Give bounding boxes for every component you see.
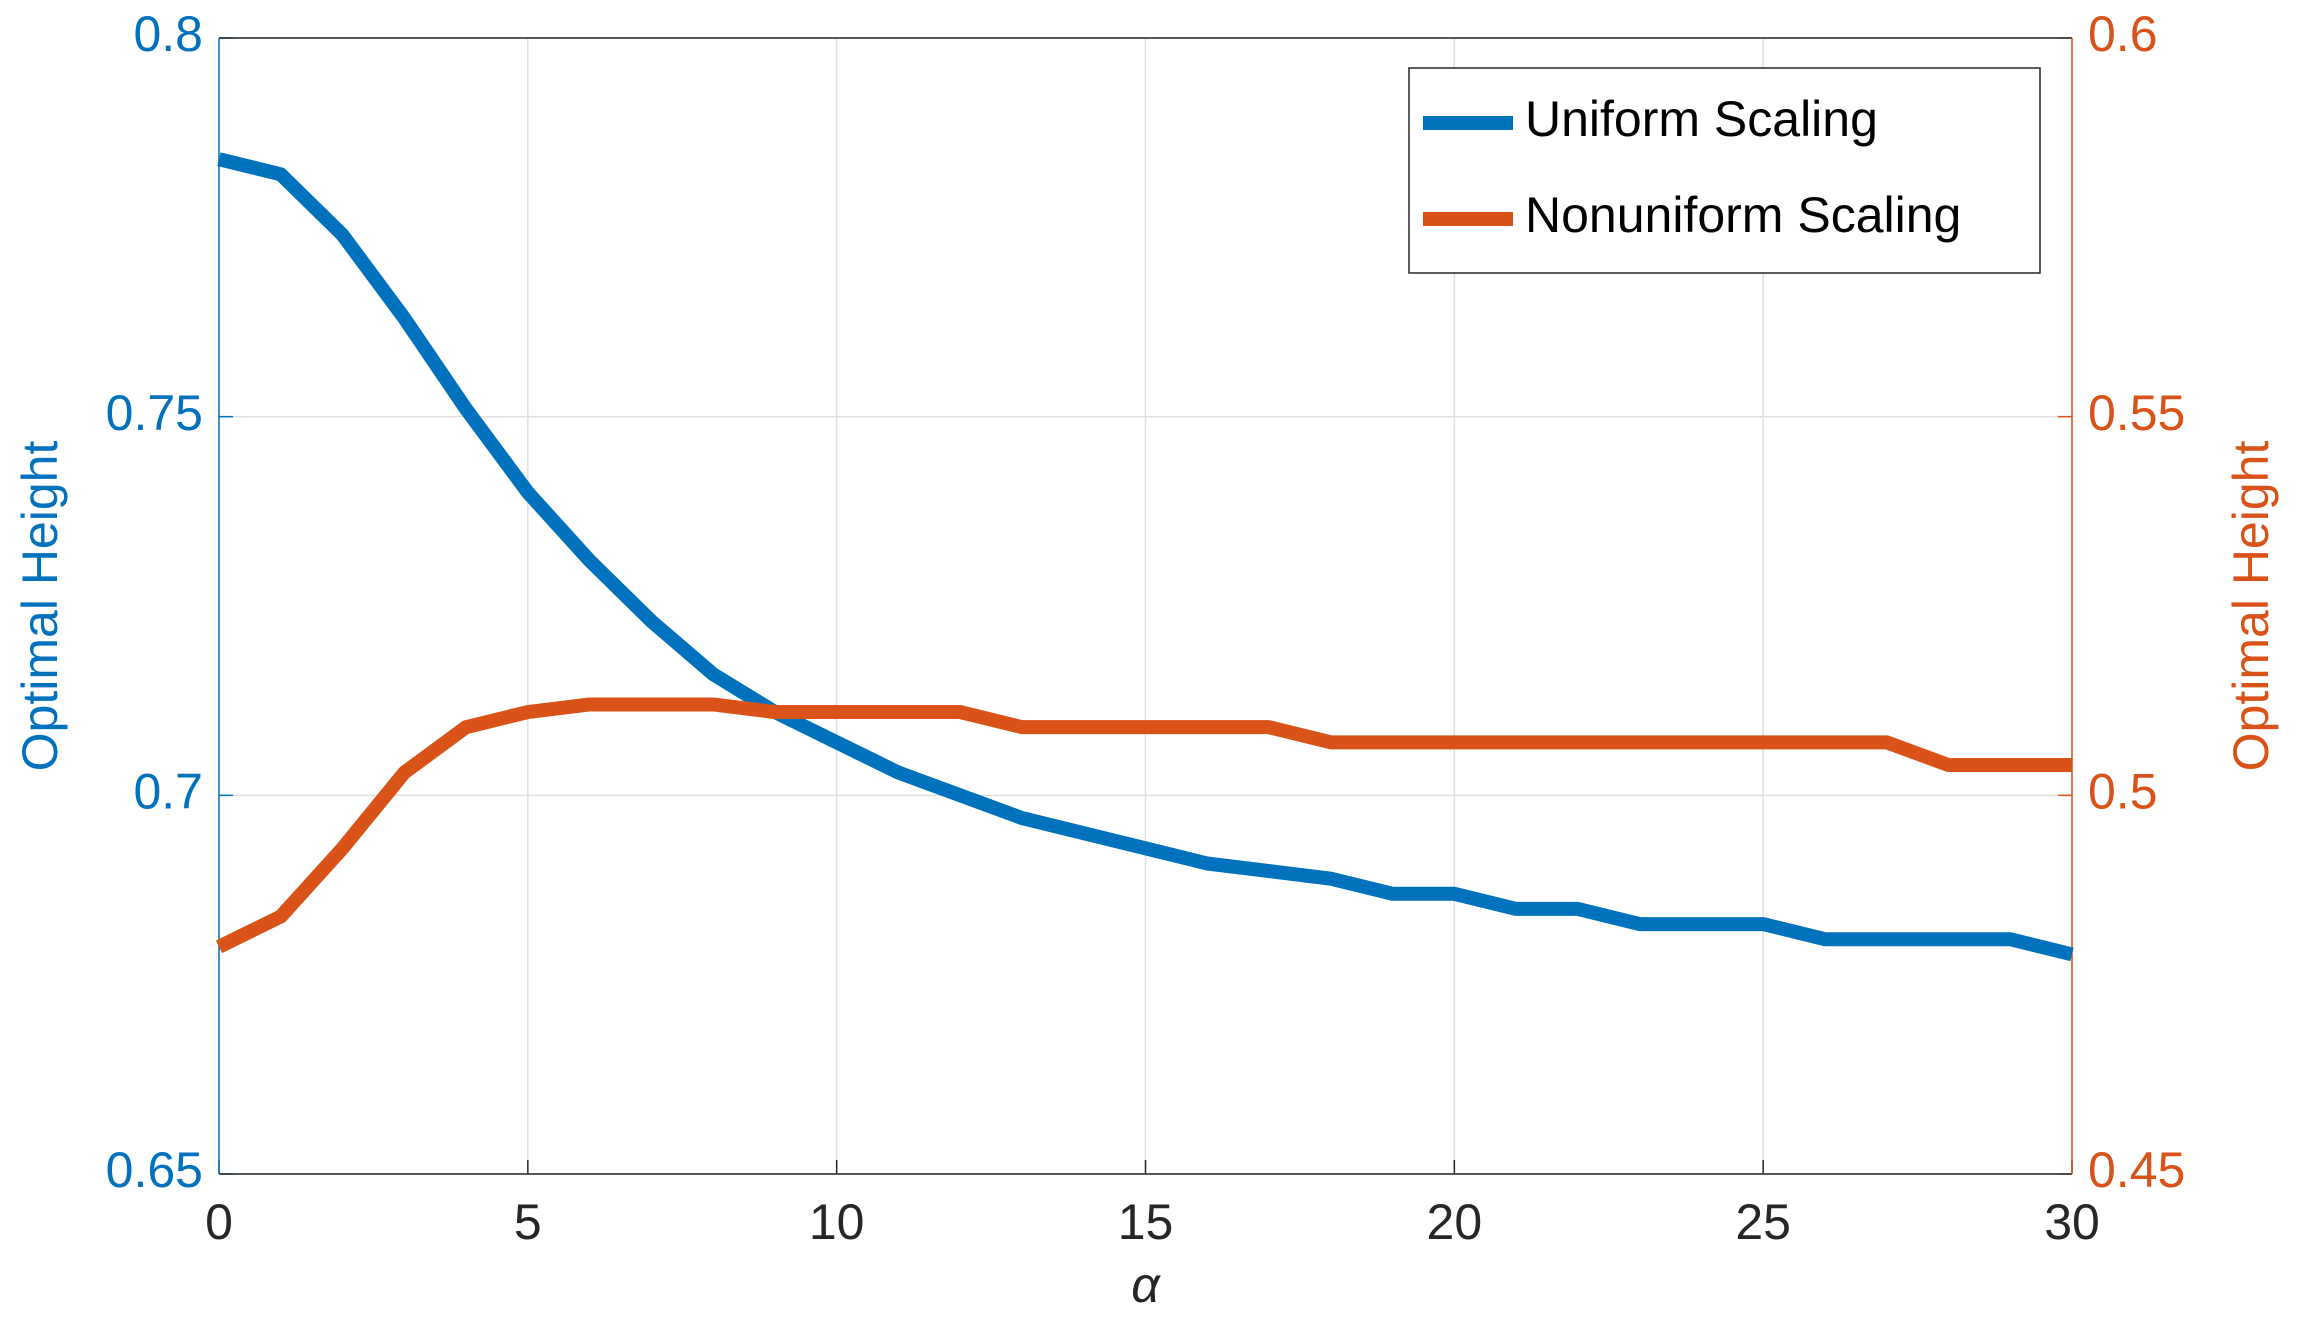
legend-box <box>1408 67 2041 274</box>
x-tick-label: 20 <box>1427 1194 1483 1250</box>
legend-label: Nonuniform Scaling <box>1525 187 1961 243</box>
x-tick-label: 0 <box>205 1194 233 1250</box>
x-tick-label: 25 <box>1735 1194 1791 1250</box>
y-tick-label: 0.65 <box>106 1142 203 1198</box>
y-tick-label: 0.8 <box>133 6 203 62</box>
x-tick-label: 10 <box>809 1194 865 1250</box>
y2-tick-label: 0.6 <box>2088 6 2158 62</box>
y2-tick-label: 0.45 <box>2088 1142 2185 1198</box>
legend-label: Uniform Scaling <box>1525 91 1878 147</box>
x-tick-label: 30 <box>2044 1194 2100 1250</box>
series-line <box>217 152 2074 962</box>
y2-tick-label: 0.55 <box>2088 385 2185 441</box>
x-axis-label: α <box>1131 1257 1161 1313</box>
y2-tick-label: 0.5 <box>2088 764 2158 820</box>
y-tick-label: 0.75 <box>106 385 203 441</box>
y2-axis-label: Optimal Height <box>2223 441 2279 772</box>
y-tick-label: 0.7 <box>133 764 203 820</box>
x-tick-label: 5 <box>514 1194 542 1250</box>
x-tick-label: 15 <box>1118 1194 1174 1250</box>
series-line <box>215 697 2072 954</box>
y-axis-label: Optimal Height <box>12 441 68 772</box>
